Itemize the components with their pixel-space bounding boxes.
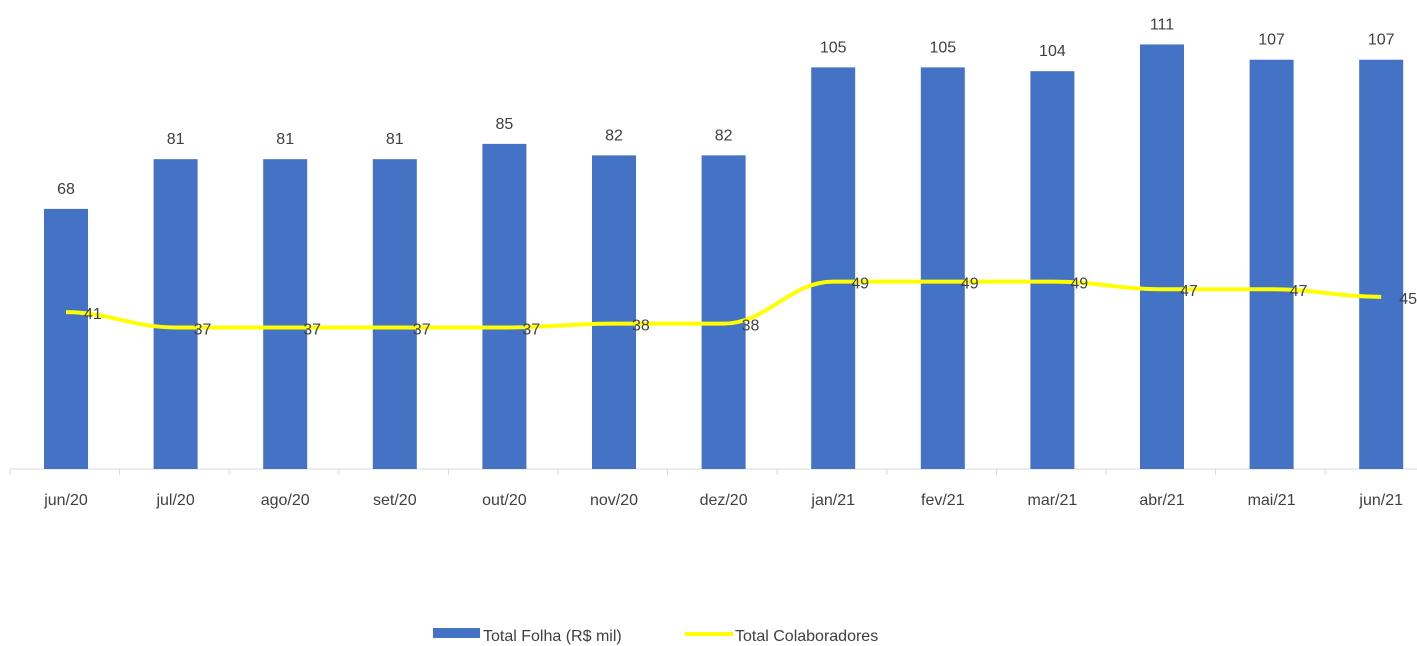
x-axis-label: jul/20: [155, 492, 194, 509]
line-value-label: 49: [851, 276, 869, 293]
line-path: [65, 279, 1382, 330]
bar-value-label: 81: [276, 131, 294, 148]
bar: [701, 155, 746, 469]
x-axis-label: nov/20: [590, 492, 638, 509]
bar: [920, 67, 965, 469]
bar-data-labels: 68 81 81 81 85 82 82 105 105 104 111 107 107: [57, 16, 1395, 197]
bar-value-label: 107: [1258, 32, 1285, 49]
bar-value-label: 111: [1150, 16, 1174, 33]
bar-value-label: 107: [1368, 32, 1395, 49]
line-value-label: 49: [1070, 276, 1088, 293]
bar: [372, 159, 417, 470]
bar-value-label: 68: [57, 181, 75, 198]
x-axis-label: fev/21: [921, 492, 965, 509]
x-axis-label: set/20: [373, 492, 417, 509]
x-axis-label: jan/21: [810, 492, 855, 509]
bar: [482, 143, 527, 469]
bar-value-label: 81: [167, 131, 185, 148]
bar-value-label: 105: [820, 39, 847, 56]
bar-value-label: 85: [496, 116, 514, 133]
x-axis-ticks: [9, 469, 1326, 475]
line-value-label: 37: [413, 321, 431, 338]
legend-bar-label: Total Folha (R$ mil): [483, 628, 622, 645]
bar-value-label: 82: [715, 127, 733, 144]
bar: [263, 159, 308, 470]
line-value-label: 38: [742, 318, 760, 335]
bar-value-label: 81: [386, 131, 404, 148]
bar: [1249, 59, 1294, 469]
bar-value-label: 104: [1039, 43, 1066, 60]
bar: [153, 159, 198, 470]
legend-line-label: Total Colaboradores: [735, 628, 878, 645]
line-value-label: 45: [1399, 291, 1417, 308]
line-data-labels: 41 37 37 37 37 38 38 49 49 49 47 47 45: [84, 276, 1417, 339]
x-axis-label: jun/20: [43, 492, 88, 509]
bar: [592, 155, 636, 469]
line-value-label: 37: [303, 321, 321, 338]
bar: [1030, 71, 1075, 469]
bar: [44, 208, 88, 469]
bar: [1359, 59, 1404, 469]
line-value-label: 49: [961, 276, 979, 293]
line-value-label: 38: [632, 318, 650, 335]
line-value-label: 47: [1290, 283, 1308, 300]
bar: [811, 67, 856, 469]
line-value-label: 47: [1180, 283, 1198, 300]
line-value-label: 37: [522, 321, 540, 338]
bar: [1140, 44, 1184, 470]
bar-series: [44, 44, 1404, 470]
legend-bar-swatch: [433, 628, 480, 638]
x-axis-labels: jun/20 jul/20 ago/20 set/20 out/20 nov/20 dez/…: [43, 492, 1403, 509]
x-axis-label: jun/21: [1358, 492, 1403, 509]
x-axis-label: dez/20: [700, 492, 748, 509]
bar-value-label: 82: [605, 127, 623, 144]
x-axis-label: mai/21: [1248, 492, 1296, 509]
line-value-label: 41: [84, 306, 102, 323]
x-axis-label: mar/21: [1028, 492, 1078, 509]
bar-value-label: 105: [929, 39, 956, 56]
x-axis-label: ago/20: [261, 492, 310, 509]
legend: Total Folha (R$ mil) Total Colaboradores: [433, 628, 878, 645]
line-value-label: 37: [194, 321, 212, 338]
x-axis-label: abr/21: [1139, 492, 1184, 509]
x-axis-label: out/20: [482, 492, 527, 509]
line-series: [65, 279, 1382, 330]
